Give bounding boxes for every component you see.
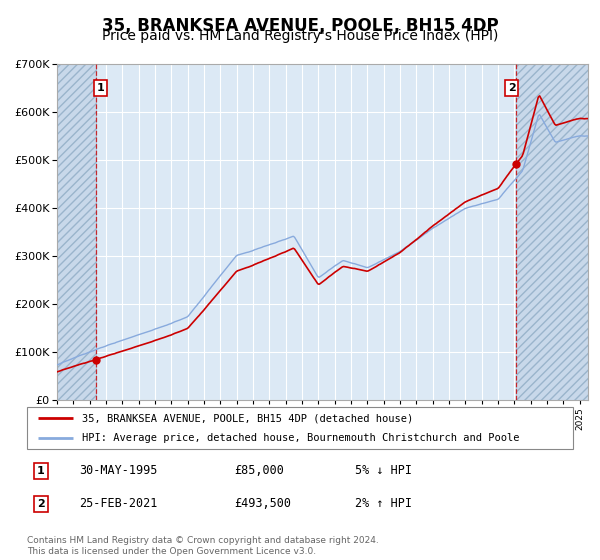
Text: HPI: Average price, detached house, Bournemouth Christchurch and Poole: HPI: Average price, detached house, Bour… xyxy=(82,433,519,443)
Bar xyxy=(57,64,96,400)
FancyBboxPatch shape xyxy=(27,407,573,449)
Text: 1: 1 xyxy=(97,83,104,93)
Bar xyxy=(517,64,588,400)
Text: 35, BRANKSEA AVENUE, POOLE, BH15 4DP (detached house): 35, BRANKSEA AVENUE, POOLE, BH15 4DP (de… xyxy=(82,413,413,423)
Text: £493,500: £493,500 xyxy=(235,497,292,510)
Text: £85,000: £85,000 xyxy=(235,464,284,478)
Text: 2: 2 xyxy=(37,499,44,508)
Text: 2: 2 xyxy=(508,83,515,93)
Text: 5% ↓ HPI: 5% ↓ HPI xyxy=(355,464,412,478)
Text: 30-MAY-1995: 30-MAY-1995 xyxy=(79,464,157,478)
Text: Price paid vs. HM Land Registry's House Price Index (HPI): Price paid vs. HM Land Registry's House … xyxy=(102,29,498,43)
Text: 2% ↑ HPI: 2% ↑ HPI xyxy=(355,497,412,510)
Text: 25-FEB-2021: 25-FEB-2021 xyxy=(79,497,157,510)
Text: Contains HM Land Registry data © Crown copyright and database right 2024.
This d: Contains HM Land Registry data © Crown c… xyxy=(27,536,379,556)
Text: 1: 1 xyxy=(37,466,44,476)
Text: 35, BRANKSEA AVENUE, POOLE, BH15 4DP: 35, BRANKSEA AVENUE, POOLE, BH15 4DP xyxy=(101,17,499,35)
